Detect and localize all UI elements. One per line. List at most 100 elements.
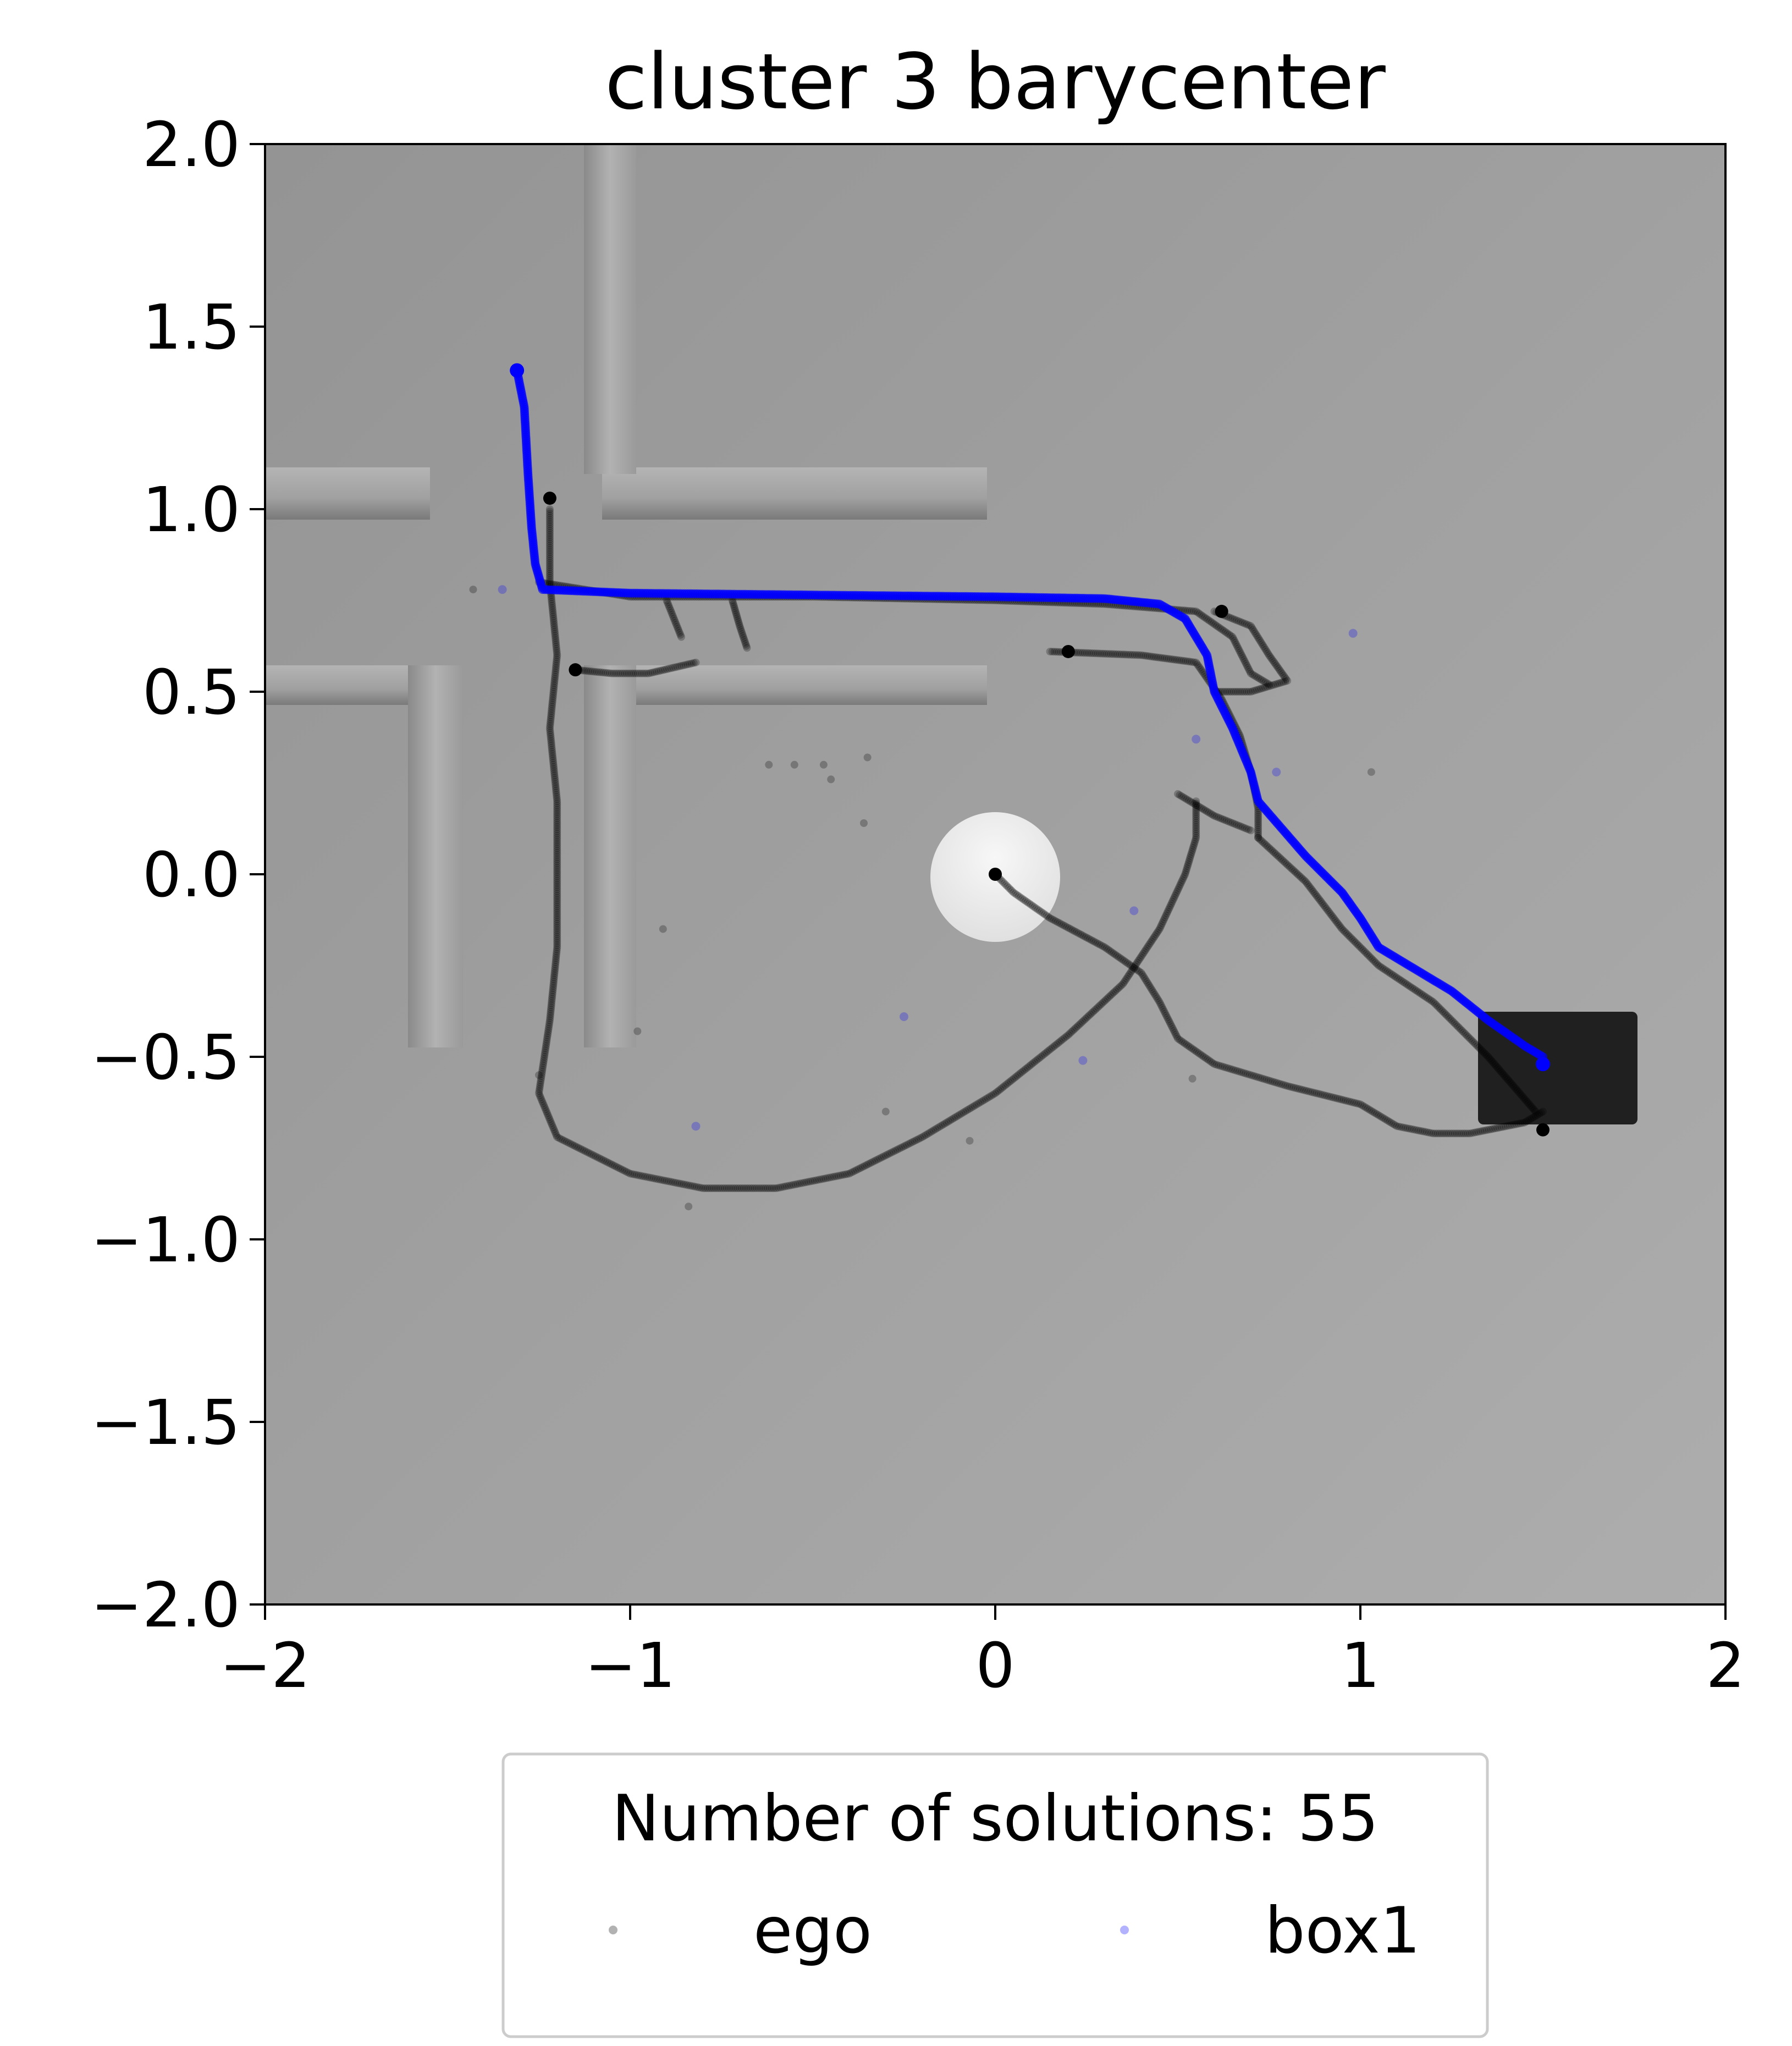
data-point	[1403, 980, 1411, 989]
data-point	[1254, 825, 1262, 834]
data-point	[1426, 996, 1434, 1004]
data-point	[674, 625, 682, 633]
data-point	[1269, 847, 1276, 855]
data-point	[1000, 879, 1008, 887]
data-point	[1116, 650, 1124, 658]
data-point	[1233, 616, 1240, 625]
data-point	[548, 750, 556, 758]
data-point	[1508, 1121, 1516, 1129]
data-point	[1536, 1123, 1550, 1137]
data-point	[1254, 831, 1262, 840]
data-point	[1298, 1085, 1306, 1094]
data-point	[817, 1175, 825, 1183]
data-point	[1055, 648, 1063, 656]
data-point	[1096, 649, 1104, 658]
data-point	[545, 509, 554, 517]
y-tick-label: 1.5	[142, 292, 240, 363]
data-point	[1267, 845, 1275, 853]
scene-walls	[265, 144, 987, 1047]
data-point	[1423, 1128, 1431, 1137]
data-point	[552, 952, 560, 960]
data-point	[941, 1119, 949, 1128]
data-point	[937, 1122, 945, 1130]
data-point	[1249, 670, 1257, 679]
data-point	[1251, 629, 1260, 637]
data-point	[1048, 915, 1056, 923]
data-point	[1375, 1111, 1383, 1119]
data-point	[541, 1053, 548, 1061]
data-point	[576, 1145, 585, 1152]
data-point	[1234, 688, 1242, 696]
data-point	[1359, 946, 1368, 955]
data-point	[550, 677, 559, 685]
data-point	[553, 939, 561, 947]
data-point	[553, 653, 561, 661]
data-point	[638, 669, 646, 677]
data-point	[1187, 850, 1195, 858]
data-point	[1066, 1029, 1074, 1038]
data-point	[1382, 966, 1390, 974]
data-point	[552, 954, 560, 962]
data-point	[1233, 1067, 1242, 1075]
data-point	[1247, 688, 1255, 696]
data-point	[931, 1125, 939, 1133]
data-point	[762, 1184, 770, 1192]
data-point	[553, 799, 561, 808]
data-point	[1010, 1074, 1018, 1083]
data-point	[1083, 1013, 1091, 1022]
data-point	[963, 1106, 971, 1114]
data-point	[1357, 943, 1364, 951]
data-point	[1189, 844, 1197, 852]
data-point	[1431, 1000, 1439, 1008]
data-point	[1152, 992, 1160, 1001]
data-point	[539, 1059, 548, 1067]
data-point	[1027, 901, 1035, 909]
data-point	[1321, 1091, 1329, 1100]
data-point	[1271, 850, 1280, 858]
data-point	[1194, 662, 1203, 670]
data-point	[656, 1176, 664, 1184]
data-point	[553, 658, 560, 666]
data-point	[1110, 949, 1117, 957]
data-point	[586, 1149, 594, 1157]
data-point	[1171, 892, 1179, 900]
data-point	[1158, 654, 1166, 662]
data-point	[1173, 888, 1181, 896]
data-point	[591, 668, 599, 676]
data-point	[548, 746, 556, 754]
data-point	[1192, 658, 1200, 666]
data-point	[944, 1117, 952, 1126]
data-point	[628, 1170, 636, 1178]
data-point	[1455, 1024, 1463, 1032]
data-point	[1043, 912, 1051, 920]
data-point	[549, 608, 557, 616]
data-point	[1350, 1099, 1358, 1107]
data-point	[1099, 999, 1107, 1007]
data-point	[1228, 633, 1237, 641]
data-point	[550, 973, 558, 981]
data-point	[553, 947, 561, 956]
data-point	[1260, 644, 1269, 652]
data-point	[819, 760, 828, 769]
data-point	[1480, 1048, 1488, 1056]
data-point	[668, 610, 676, 619]
data-point	[836, 1171, 845, 1179]
data-point	[1252, 1073, 1260, 1080]
data-point	[1209, 810, 1217, 819]
data-point	[1157, 1002, 1166, 1010]
data-point	[1491, 1061, 1499, 1069]
data-point	[832, 1172, 840, 1181]
data-point	[1146, 983, 1155, 991]
data-point	[565, 1139, 573, 1147]
data-point	[1344, 931, 1352, 939]
data-point	[1336, 1095, 1344, 1103]
data-point	[682, 1181, 690, 1189]
data-point	[537, 1093, 544, 1101]
data-point	[1331, 917, 1339, 925]
data-point	[1355, 942, 1363, 950]
data-point	[1122, 958, 1130, 966]
data-point	[839, 1171, 847, 1179]
data-point	[547, 709, 555, 718]
data-point	[1114, 984, 1122, 992]
data-point	[1331, 1094, 1339, 1102]
